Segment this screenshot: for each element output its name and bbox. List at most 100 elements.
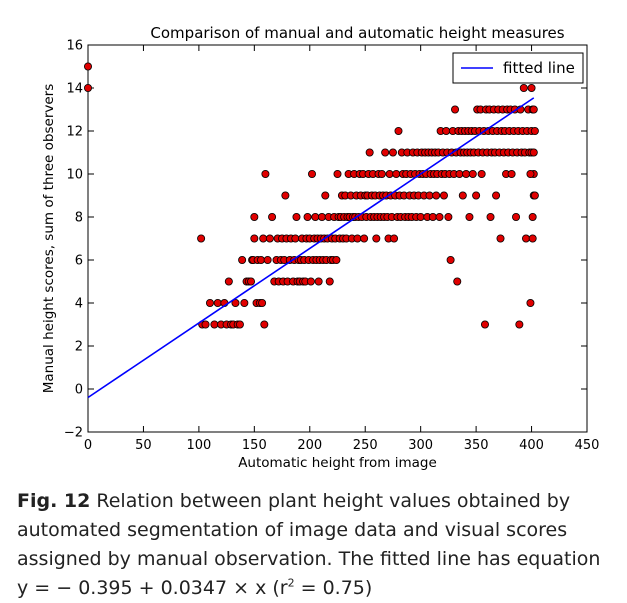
y-tick-label: 12	[66, 125, 83, 140]
data-point	[213, 298, 222, 307]
data-point	[372, 234, 381, 243]
data-point	[84, 84, 93, 93]
y-tick-label: 14	[66, 82, 83, 97]
y-tick-label: 16	[66, 39, 83, 54]
chart-title: Comparison of manual and automatic heigh…	[150, 24, 564, 42]
caption-r-squared-value: = 0.75)	[294, 577, 373, 599]
data-point	[522, 234, 531, 243]
y-tick-label: 0	[75, 383, 83, 398]
x-tick-label: 100	[186, 438, 211, 453]
data-point	[292, 212, 301, 221]
x-tick-label: 150	[242, 438, 267, 453]
x-tick-label: 250	[353, 438, 378, 453]
data-point	[477, 169, 486, 178]
data-point	[258, 298, 267, 307]
data-point	[527, 84, 536, 93]
caption-figure-label: Fig. 12	[17, 490, 91, 512]
data-point	[321, 191, 330, 200]
y-tick-label: 4	[75, 297, 83, 312]
data-point	[261, 169, 270, 178]
data-point	[250, 212, 259, 221]
y-axis-label: Manual height scores, sum of three obser…	[41, 84, 57, 394]
data-point	[256, 255, 265, 264]
data-point	[529, 105, 538, 114]
data-point	[392, 169, 401, 178]
data-point	[388, 148, 397, 157]
caption-line-1: Fig. 12 Relation between plant height val…	[17, 487, 617, 516]
data-point	[377, 169, 386, 178]
y-tick-label: −2	[64, 426, 83, 441]
data-point	[259, 234, 268, 243]
x-tick-label: 50	[135, 438, 152, 453]
data-point	[428, 212, 437, 221]
data-point	[235, 320, 244, 329]
data-point	[446, 255, 455, 264]
x-tick-label: 0	[84, 438, 92, 453]
data-point	[353, 234, 362, 243]
x-tick-label: 350	[464, 438, 489, 453]
data-point	[333, 169, 342, 178]
data-point	[439, 191, 448, 200]
data-point	[306, 277, 315, 286]
data-point	[416, 212, 425, 221]
y-tick-label: 6	[75, 254, 83, 269]
data-point	[425, 191, 434, 200]
x-tick-label: 200	[297, 438, 322, 453]
data-point	[263, 255, 272, 264]
figure-caption: Fig. 12 Relation between plant height val…	[17, 487, 617, 603]
data-point	[325, 277, 334, 286]
data-point	[455, 169, 464, 178]
data-point	[201, 320, 210, 329]
fitted-line	[87, 97, 535, 399]
data-point	[453, 277, 462, 286]
x-tick-label: 400	[519, 438, 544, 453]
caption-r-squared-exponent: 2	[287, 576, 295, 590]
data-point	[486, 212, 495, 221]
data-point	[528, 234, 537, 243]
data-point	[197, 234, 206, 243]
data-point	[458, 191, 467, 200]
data-point	[281, 191, 290, 200]
data-point	[247, 277, 256, 286]
y-tick-label: 2	[75, 340, 83, 355]
data-point	[519, 84, 528, 93]
data-point	[381, 148, 390, 157]
data-point	[529, 148, 538, 157]
data-point	[451, 105, 460, 114]
legend-label: fitted line	[503, 59, 575, 77]
data-point	[530, 191, 539, 200]
data-point	[265, 234, 274, 243]
data-point	[205, 298, 214, 307]
data-point	[462, 169, 471, 178]
data-point	[468, 169, 477, 178]
data-point	[250, 234, 259, 243]
data-point	[480, 320, 489, 329]
data-point	[84, 62, 93, 71]
data-point	[385, 169, 394, 178]
data-point	[268, 212, 277, 221]
data-point	[442, 127, 451, 136]
data-point	[530, 127, 539, 136]
x-axis-label: Automatic height from image	[238, 455, 437, 470]
data-point	[231, 298, 240, 307]
data-point	[260, 320, 269, 329]
data-point	[435, 212, 444, 221]
data-point	[360, 234, 369, 243]
plot-area: 0 50 100 150 200 250 300 350 400 450−202468101214…	[41, 24, 599, 470]
data-point	[332, 255, 341, 264]
data-point	[526, 298, 535, 307]
caption-text-1: Relation between plant height values obt…	[96, 490, 571, 512]
data-point	[365, 148, 374, 157]
data-point	[394, 127, 403, 136]
data-point	[210, 320, 219, 329]
data-point	[238, 255, 247, 264]
y-tick-label: 8	[75, 211, 83, 226]
data-point	[224, 277, 233, 286]
data-point	[317, 212, 326, 221]
data-point	[240, 298, 249, 307]
x-tick-label: 450	[575, 438, 600, 453]
x-tick-label: 300	[408, 438, 433, 453]
scatter-chart: 0 50 100 150 200 250 300 350 400 450−202468101214…	[41, 24, 599, 470]
y-tick-label: 10	[66, 168, 83, 183]
